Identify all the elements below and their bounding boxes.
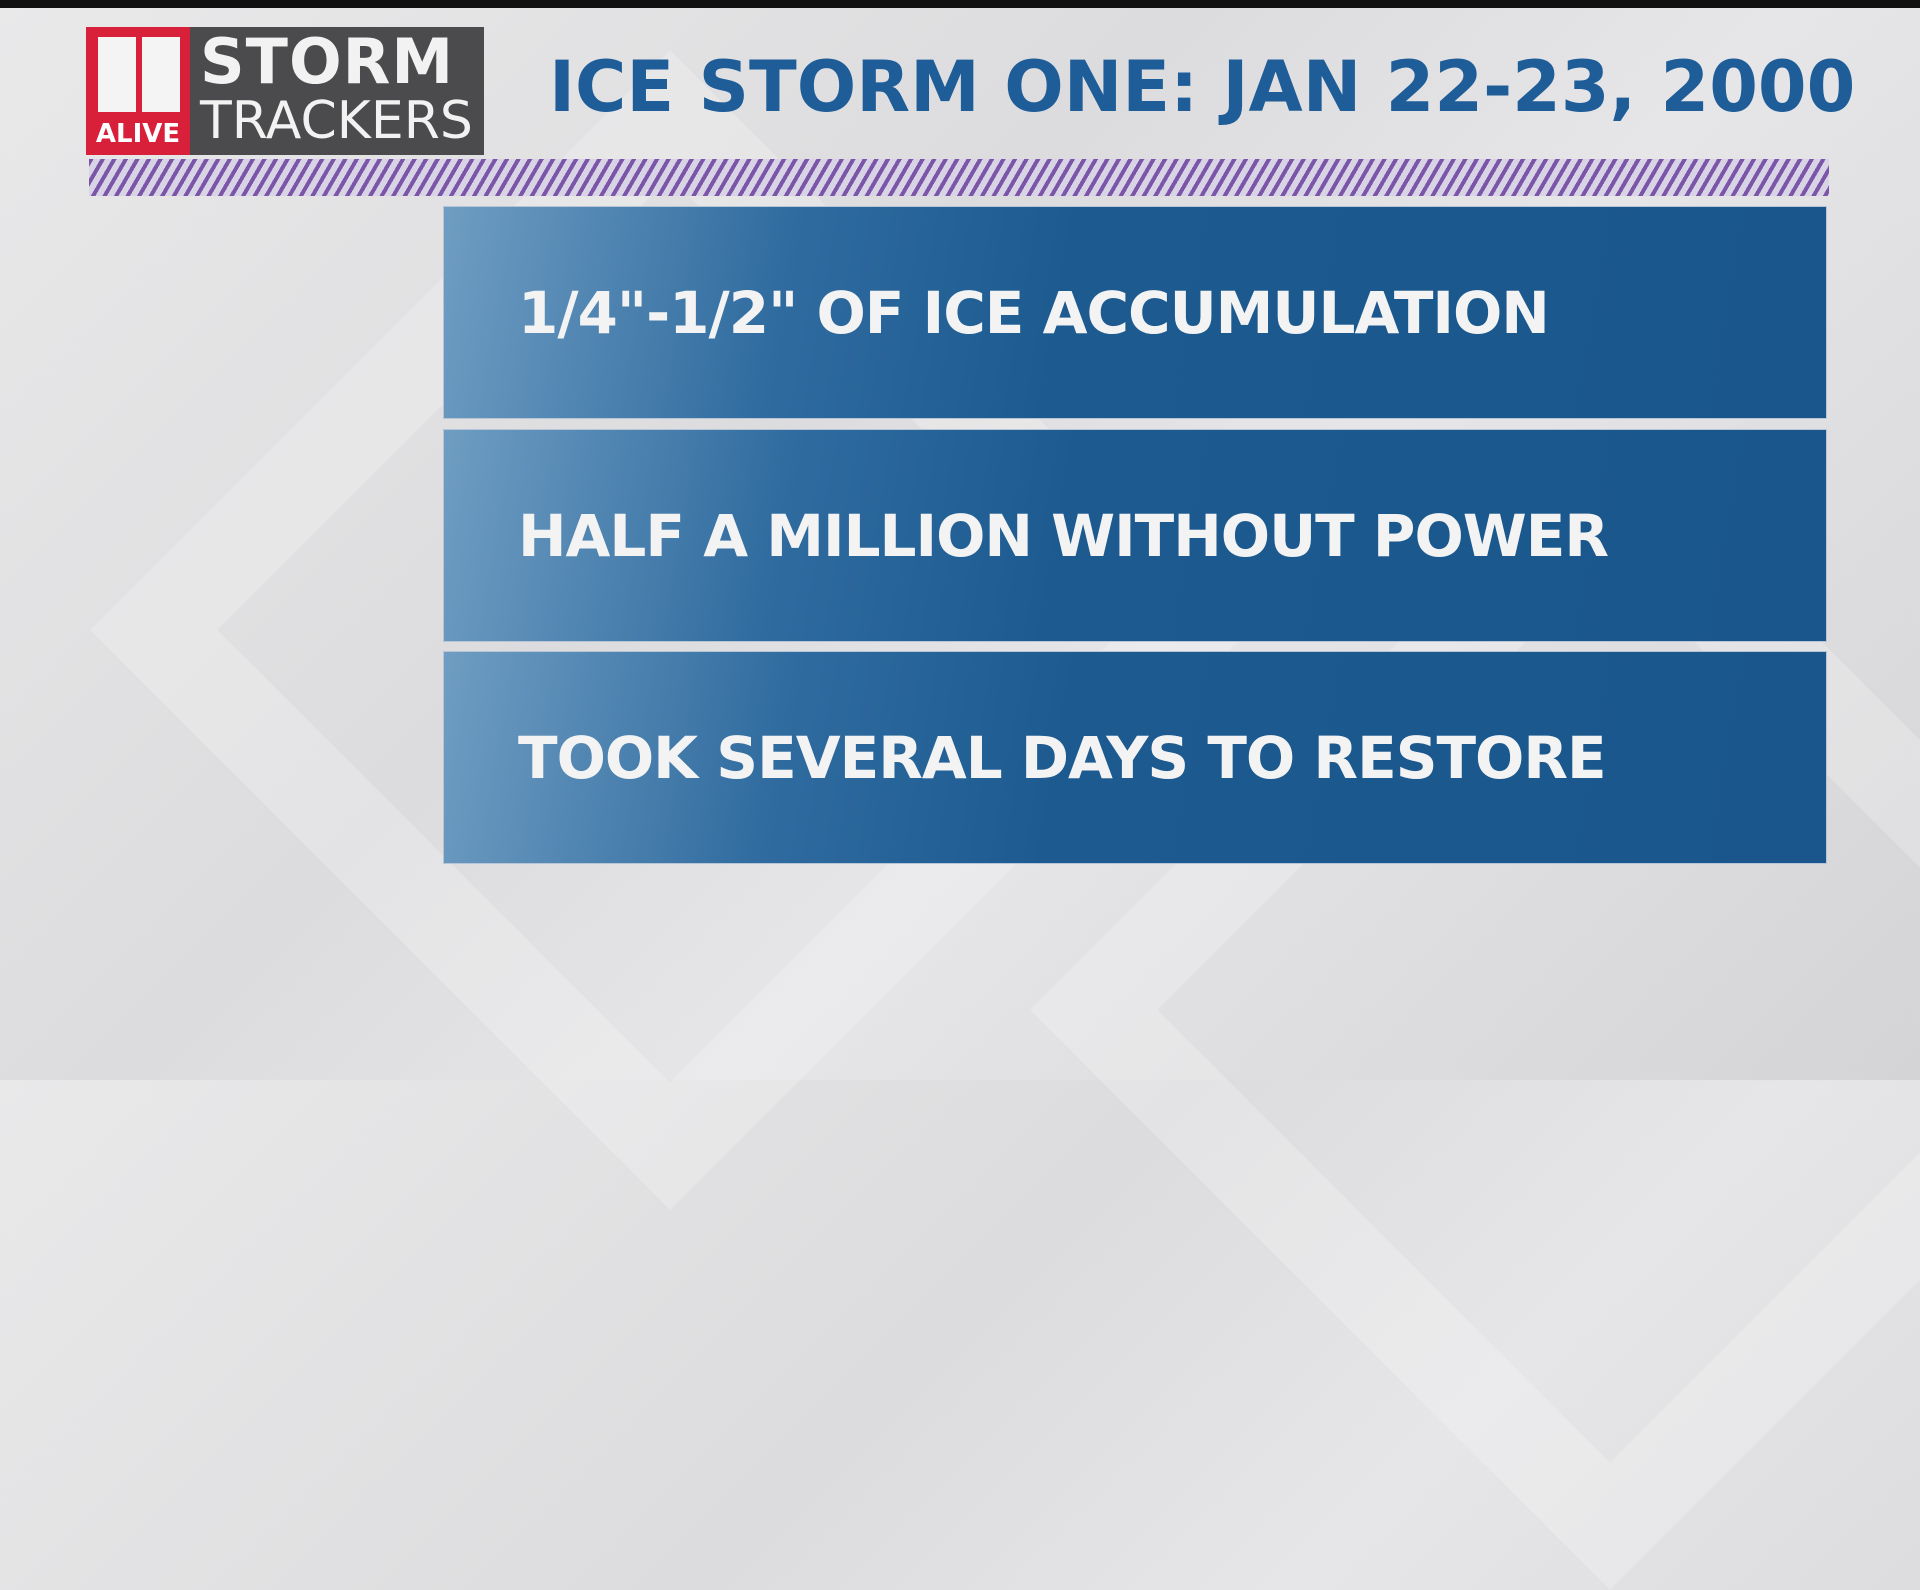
logo-alive-text: ALIVE (95, 119, 181, 149)
logo-trackers-text: TRACKERS (200, 91, 473, 151)
fact-text: HALF A MILLION WITHOUT POWER (518, 501, 1609, 570)
stripe-divider (89, 159, 1829, 196)
fact-text: 1/4"-1/2" OF ICE ACCUMULATION (518, 278, 1550, 347)
11-alive-logo: ALIVE (86, 27, 190, 155)
top-black-bar (0, 0, 1920, 8)
fact-panel: HALF A MILLION WITHOUT POWER (443, 429, 1827, 642)
fact-panel: TOOK SEVERAL DAYS TO RESTORE (443, 651, 1827, 864)
storm-trackers-logo: ALIVE STORM TRACKERS (86, 27, 484, 155)
fact-text: TOOK SEVERAL DAYS TO RESTORE (518, 723, 1607, 792)
logo-storm-text: STORM (200, 25, 455, 98)
page-title: ICE STORM ONE: JAN 22-23, 2000 (549, 46, 1856, 128)
fact-panel: 1/4"-1/2" OF ICE ACCUMULATION (443, 206, 1827, 419)
